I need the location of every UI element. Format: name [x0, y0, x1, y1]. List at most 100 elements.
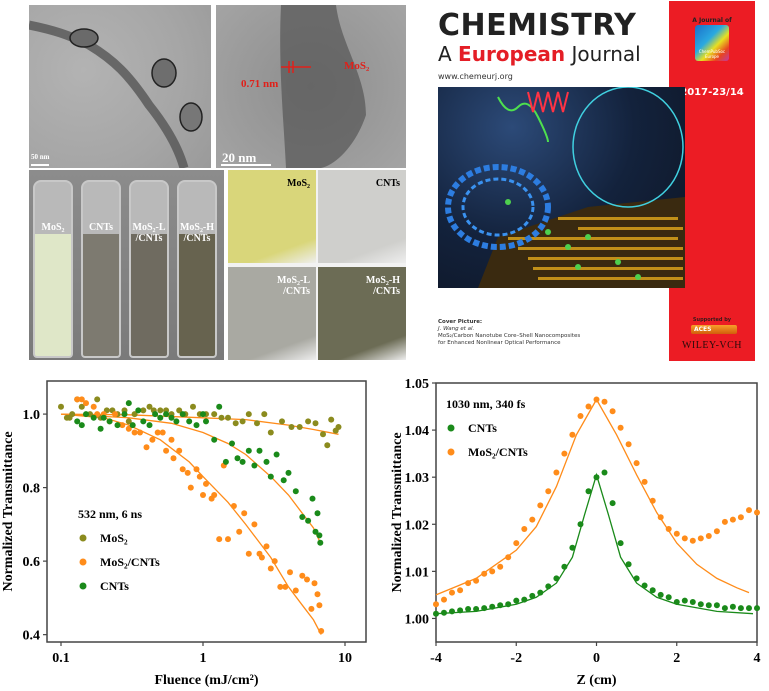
- plot-frame: [46, 380, 367, 643]
- vial-label: MoS₂: [41, 222, 65, 233]
- data-point: [176, 447, 183, 454]
- cover-artwork: [438, 86, 685, 288]
- vial-cnts: CNTs: [81, 180, 121, 358]
- data-point: [193, 422, 200, 429]
- data-point: [465, 606, 472, 612]
- data-point: [239, 418, 246, 425]
- data-point: [157, 407, 164, 414]
- data-point: [689, 537, 696, 544]
- data-point: [754, 605, 760, 612]
- data-point: [497, 563, 504, 570]
- data-point: [673, 530, 680, 537]
- data-point: [288, 424, 295, 430]
- data-point: [267, 473, 274, 480]
- data-point: [545, 488, 552, 495]
- data-point: [553, 469, 560, 476]
- data-point: [135, 407, 142, 414]
- x-axis-label: Fluence (mJ/cm²): [154, 673, 258, 688]
- data-point: [633, 575, 640, 582]
- fit-curve: [435, 398, 750, 596]
- data-point: [263, 458, 270, 465]
- data-point: [225, 536, 231, 543]
- x-tick-label: -2: [510, 651, 522, 666]
- data-point: [94, 396, 101, 403]
- data-point: [505, 554, 512, 561]
- data-point: [609, 408, 616, 415]
- data-point: [78, 422, 85, 429]
- data-point: [256, 447, 263, 454]
- data-point: [254, 420, 260, 427]
- data-point: [125, 418, 132, 425]
- issue-number: 2017-23/14: [680, 87, 744, 98]
- data-point: [305, 418, 312, 425]
- data-point: [282, 583, 289, 590]
- data-point: [184, 469, 191, 476]
- data-point: [157, 414, 164, 421]
- data-point: [168, 436, 175, 443]
- data-point: [457, 607, 464, 614]
- data-point: [529, 516, 536, 523]
- data-point: [649, 587, 656, 594]
- data-point: [641, 478, 648, 485]
- film-mos2-l-cnts: MoS₂-L/CNTs: [228, 267, 316, 360]
- x-tick-label: 0.1: [52, 651, 70, 666]
- data-point: [625, 441, 632, 448]
- data-point: [324, 442, 331, 449]
- data-point: [196, 473, 203, 480]
- data-point: [657, 514, 664, 521]
- data-point: [609, 500, 616, 507]
- data-point: [285, 469, 292, 476]
- y-tick-label: 1.00: [405, 612, 430, 627]
- data-point: [521, 596, 528, 603]
- cover-red-strip: A Journal of ChemPubSoc Europe 2017-23/1…: [669, 1, 755, 361]
- data-point: [125, 400, 132, 407]
- data-point: [251, 462, 258, 469]
- data-point: [279, 418, 285, 425]
- data-point: [83, 400, 89, 407]
- data-point: [585, 488, 592, 495]
- vial-label: MoS₂-H: [179, 222, 215, 233]
- legend-label: MoS₂: [100, 531, 128, 545]
- cover-subtitle: A European Journal: [438, 42, 641, 66]
- data-point: [114, 422, 121, 429]
- data-point: [137, 429, 143, 436]
- x-tick-label: 2: [673, 651, 680, 666]
- data-point: [211, 411, 218, 418]
- data-point: [489, 603, 496, 610]
- data-point: [277, 583, 284, 590]
- y-tick-label: 1.02: [405, 518, 430, 533]
- data-point: [577, 521, 584, 528]
- data-point: [234, 455, 241, 462]
- x-tick-label: 4: [754, 651, 761, 666]
- data-point: [179, 466, 186, 473]
- lattice-spacing-label: 0.71 nm: [241, 78, 279, 90]
- x-tick-label: 0: [593, 651, 600, 666]
- data-point: [245, 447, 252, 454]
- data-point: [186, 418, 193, 425]
- data-point: [267, 565, 274, 572]
- data-point: [280, 477, 287, 484]
- data-point: [149, 436, 156, 443]
- data-point: [241, 510, 248, 517]
- film-label: MoS₂-L: [277, 275, 310, 286]
- legend-marker: [447, 448, 455, 456]
- data-point: [729, 603, 736, 610]
- data-point: [211, 492, 218, 498]
- data-point: [58, 403, 64, 410]
- data-point: [681, 597, 688, 604]
- data-point: [112, 411, 118, 418]
- chart-annotation: 1030 nm, 340 fs: [446, 397, 526, 411]
- film-label: MoS₂-H: [365, 275, 400, 286]
- data-point: [267, 429, 274, 436]
- publisher-logo: WILEY-VCH: [681, 340, 743, 351]
- vial-mos2-l-cnts: MoS₂-L/CNTs: [129, 180, 169, 358]
- data-point: [433, 610, 439, 617]
- data-point: [312, 528, 319, 535]
- data-point: [203, 480, 209, 487]
- y-tick-label: 0.6: [23, 555, 41, 570]
- vial-mos2: MoS₂: [33, 180, 73, 358]
- data-point: [90, 403, 97, 410]
- data-point: [129, 422, 136, 429]
- data-point: [577, 413, 584, 419]
- data-point: [737, 605, 744, 612]
